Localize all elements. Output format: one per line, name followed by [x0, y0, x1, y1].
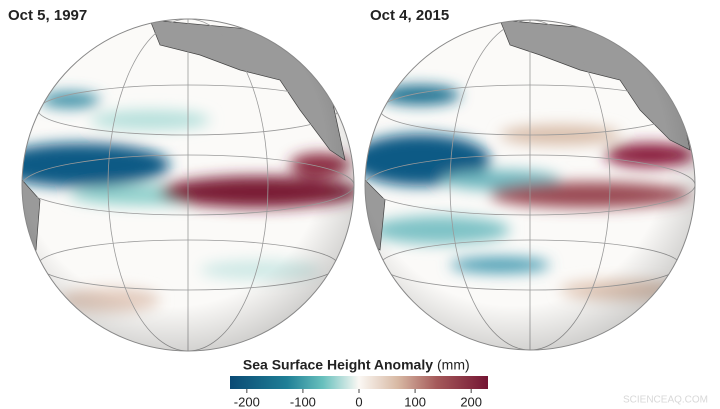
colorbar-title: Sea Surface Height Anomaly	[243, 357, 433, 373]
globe	[365, 20, 695, 350]
colorbar-unit: (mm)	[437, 357, 470, 373]
globe	[22, 19, 354, 351]
colorbar-tick-label: 100	[404, 394, 426, 409]
panel-date: Oct 4, 2015	[370, 7, 449, 24]
colorbar-tick-label: -200	[234, 394, 260, 409]
colorbar-tick-label: 0	[355, 394, 362, 409]
colorbar	[230, 376, 488, 389]
globe-outline	[364, 19, 696, 351]
panel-date: Oct 5, 1997	[8, 7, 87, 24]
colorbar-tick-label: -100	[290, 394, 316, 409]
colorbar-tick-label: 200	[460, 394, 482, 409]
watermark: SCIENCEAQ.COM	[623, 395, 708, 406]
globe-outline	[21, 18, 355, 352]
